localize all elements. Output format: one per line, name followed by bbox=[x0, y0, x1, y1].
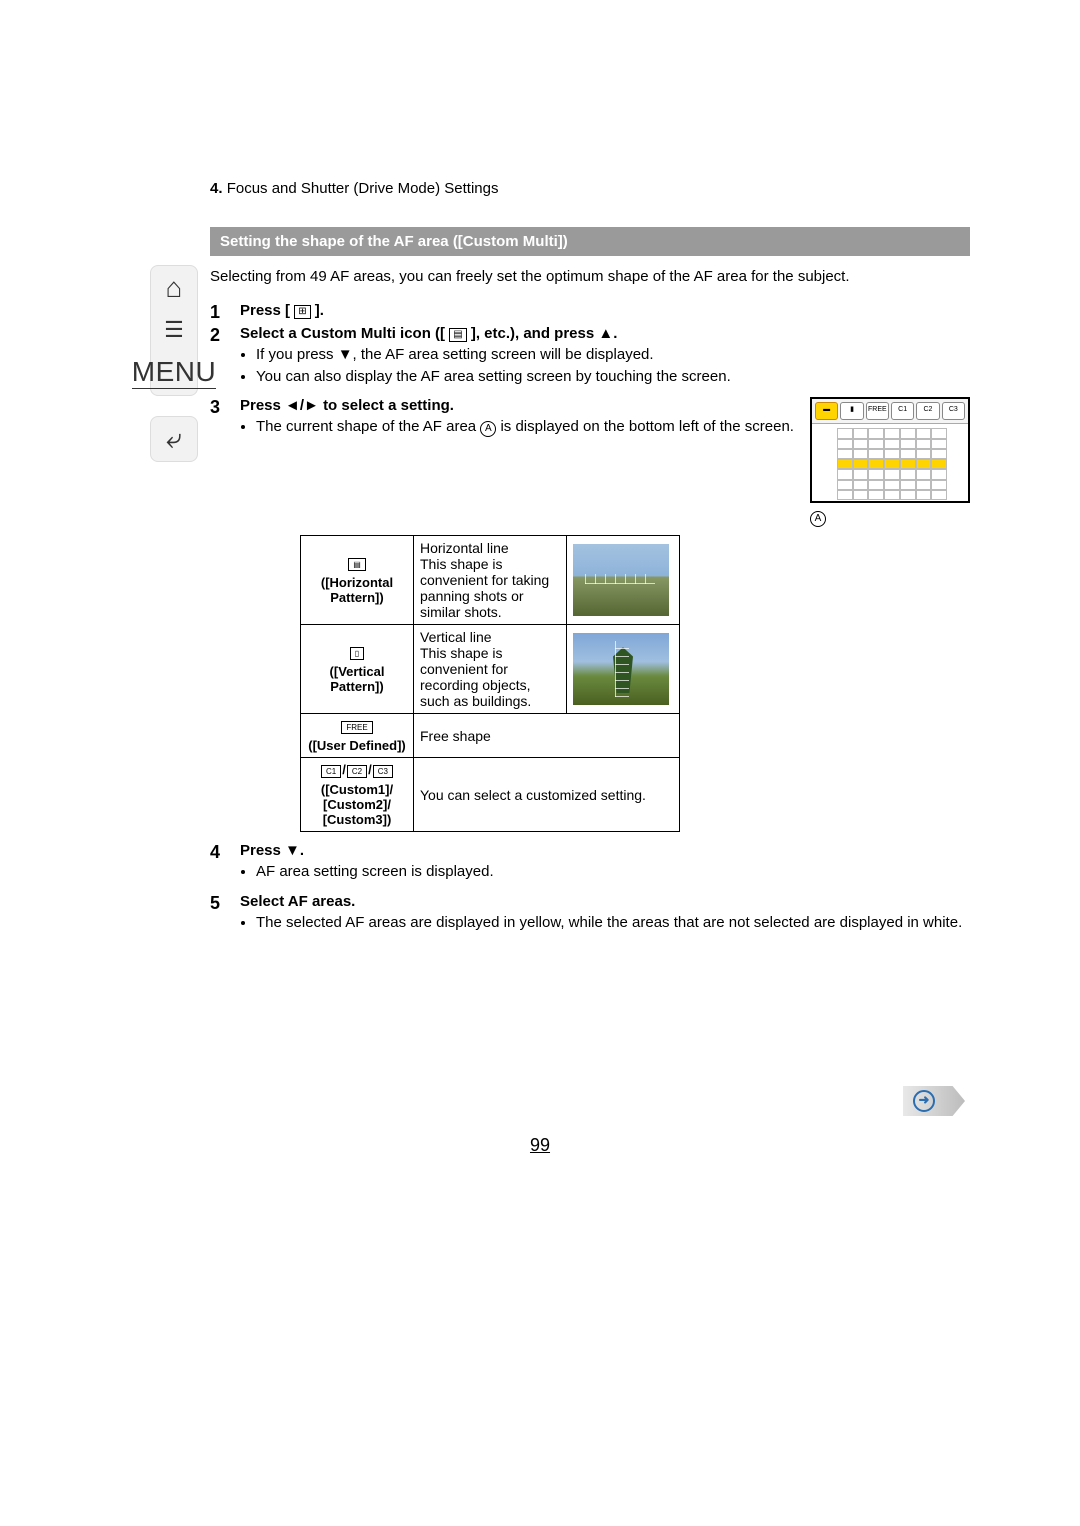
breadcrumb-num: 4. bbox=[210, 180, 223, 197]
step-5-bullet-1: The selected AF areas are displayed in y… bbox=[256, 912, 970, 934]
table-row: FREE ([User Defined]) Free shape bbox=[301, 714, 680, 758]
next-page-arrow[interactable]: ➜ bbox=[903, 1086, 965, 1116]
horizontal-pattern-icon: ▤ bbox=[449, 328, 466, 342]
next-arrow-icon: ➜ bbox=[913, 1090, 935, 1112]
step-2-bullet-2: You can also display the AF area setting… bbox=[256, 366, 970, 388]
ref-a-inline: A bbox=[480, 421, 496, 437]
patterns-table: ▤ ([Horizontal Pattern]) Horizontal line… bbox=[300, 535, 680, 832]
ref-a-pointer: A bbox=[810, 509, 970, 527]
af-area-grid bbox=[837, 428, 947, 500]
example-screen: ▬ ▮ FREE C1 C2 C3 bbox=[810, 397, 970, 527]
step-1-title-a: Press [ bbox=[240, 302, 290, 319]
toolbar-c2-button: C2 bbox=[916, 402, 939, 420]
row4-label: ([Custom1]/ [Custom2]/ [Custom3]) bbox=[321, 782, 393, 827]
page-number[interactable]: 99 bbox=[0, 1135, 1080, 1156]
row4-desc: You can select a customized setting. bbox=[414, 758, 680, 832]
c3-mini-icon: C3 bbox=[373, 765, 393, 778]
page: ⌂ ☰ MENU ⤶ 4. Focus and Shutter (Drive M… bbox=[0, 0, 1080, 1526]
step-3-bullet-1: The current shape of the AF area A is di… bbox=[256, 416, 800, 438]
step-2-title-b: ], etc.), and press ▲. bbox=[471, 325, 618, 342]
step-4-title: Press ▼. bbox=[240, 842, 970, 859]
step-5-title: Select AF areas. bbox=[240, 893, 970, 910]
row2-desc: Vertical line This shape is convenient f… bbox=[414, 625, 567, 714]
row2-label: ([Vertical Pattern]) bbox=[330, 664, 385, 694]
home-icon[interactable]: ⌂ bbox=[166, 272, 183, 304]
toc-icon[interactable]: ☰ bbox=[164, 314, 184, 346]
menu-label[interactable]: MENU bbox=[132, 356, 216, 389]
horizontal-sample-image bbox=[573, 544, 669, 616]
horizontal-pattern-mini-icon: ▤ bbox=[348, 558, 366, 571]
sidebar-group-top: ⌂ ☰ MENU bbox=[150, 265, 198, 396]
section-subheader: Setting the shape of the AF area ([Custo… bbox=[210, 227, 970, 256]
c1-mini-icon: C1 bbox=[321, 765, 341, 778]
c2-mini-icon: C2 bbox=[347, 765, 367, 778]
step-2-num: 2 bbox=[210, 325, 240, 346]
table-row: ▯ ([Vertical Pattern]) Vertical line Thi… bbox=[301, 625, 680, 714]
sidebar: ⌂ ☰ MENU ⤶ bbox=[150, 265, 198, 482]
step-5: 5 Select AF areas. The selected AF areas… bbox=[210, 893, 970, 942]
step-2: 2 Select a Custom Multi icon ([ ▤ ], etc… bbox=[210, 325, 970, 396]
step-4-num: 4 bbox=[210, 842, 240, 863]
step-3-num: 3 bbox=[210, 397, 240, 418]
row1-desc: Horizontal line This shape is convenient… bbox=[414, 536, 567, 625]
content: 4. Focus and Shutter (Drive Mode) Settin… bbox=[210, 180, 970, 942]
step-1-num: 1 bbox=[210, 302, 240, 323]
table-row: C1/C2/C3 ([Custom1]/ [Custom2]/ [Custom3… bbox=[301, 758, 680, 832]
toolbar-c3-button: C3 bbox=[942, 402, 965, 420]
step-5-num: 5 bbox=[210, 893, 240, 914]
row3-label: ([User Defined]) bbox=[308, 738, 406, 753]
step-1-title-b: ]. bbox=[315, 302, 324, 319]
step-3-title: Press ◄/► to select a setting. bbox=[240, 397, 800, 414]
step-3: 3 Press ◄/► to select a setting. The cur… bbox=[210, 397, 970, 840]
sidebar-group-back: ⤶ bbox=[150, 416, 198, 462]
af-mode-icon: ⊞ bbox=[294, 305, 310, 319]
breadcrumb: 4. Focus and Shutter (Drive Mode) Settin… bbox=[210, 180, 970, 197]
breadcrumb-text: Focus and Shutter (Drive Mode) Settings bbox=[227, 180, 499, 197]
step-2-title-a: Select a Custom Multi icon ([ bbox=[240, 325, 445, 342]
free-mini-icon: FREE bbox=[341, 721, 372, 734]
screen-toolbar: ▬ ▮ FREE C1 C2 C3 bbox=[812, 399, 968, 424]
row3-desc: Free shape bbox=[414, 714, 680, 758]
back-icon[interactable]: ⤶ bbox=[166, 423, 182, 455]
step-2-bullet-1: If you press ▼, the AF area setting scre… bbox=[256, 344, 970, 366]
row1-label: ([Horizontal Pattern]) bbox=[321, 575, 393, 605]
table-row: ▤ ([Horizontal Pattern]) Horizontal line… bbox=[301, 536, 680, 625]
toolbar-vertical-icon: ▮ bbox=[840, 402, 863, 420]
step-4-bullet-1: AF area setting screen is displayed. bbox=[256, 861, 970, 883]
steps-list: 1 Press [ ⊞ ]. 2 Select a Custom Multi i… bbox=[210, 302, 970, 942]
step-4: 4 Press ▼. AF area setting screen is dis… bbox=[210, 842, 970, 891]
toolbar-c1-button: C1 bbox=[891, 402, 914, 420]
toolbar-free-button: FREE bbox=[866, 402, 889, 420]
step-1: 1 Press [ ⊞ ]. bbox=[210, 302, 970, 323]
intro-text: Selecting from 49 AF areas, you can free… bbox=[210, 266, 970, 288]
toolbar-horizontal-icon: ▬ bbox=[815, 402, 838, 420]
vertical-sample-image bbox=[573, 633, 669, 705]
vertical-pattern-mini-icon: ▯ bbox=[350, 647, 364, 660]
